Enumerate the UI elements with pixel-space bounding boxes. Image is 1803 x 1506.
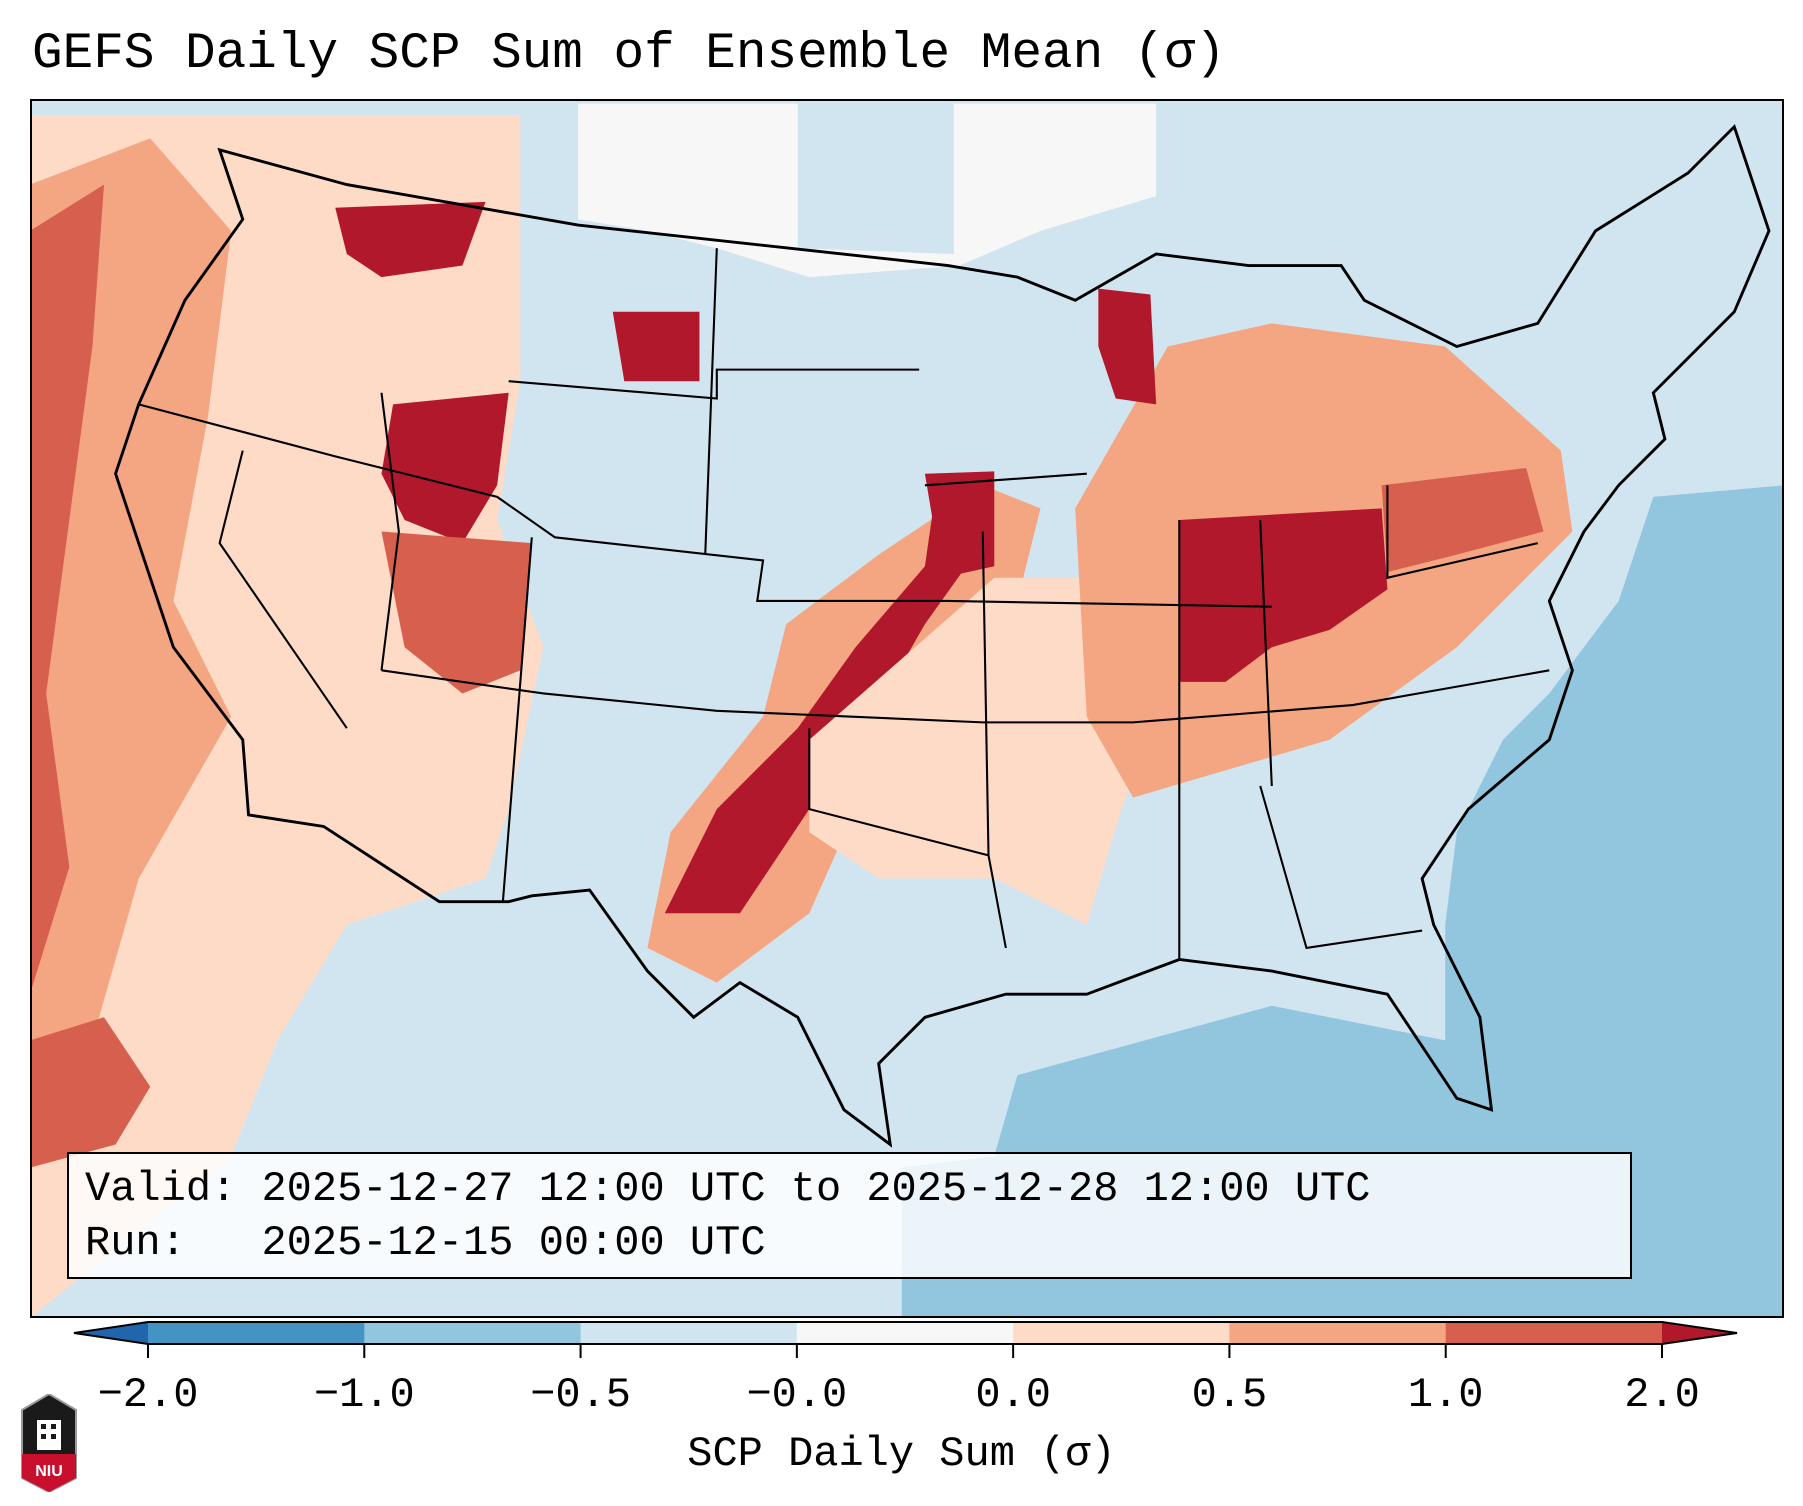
run-value: 2025-12-15 00:00 UTC xyxy=(261,1219,766,1267)
valid-label: Valid: xyxy=(85,1165,237,1213)
svg-text:NIU: NIU xyxy=(35,1463,63,1480)
field-west-coast-high xyxy=(30,184,104,995)
colorbar-bin xyxy=(364,1322,582,1344)
map-heatmap xyxy=(30,99,1784,1318)
field-plains-high xyxy=(664,479,995,914)
colorbar-tick-label: −2.0 xyxy=(98,1371,199,1419)
field-iowa-high xyxy=(924,471,995,578)
conus-outline xyxy=(114,124,1771,1148)
field-michigan-high xyxy=(1098,288,1157,405)
field-ohio-high xyxy=(1179,508,1388,682)
colorbar-tick-label: 1.0 xyxy=(1408,1371,1484,1419)
field-south-central-light xyxy=(809,577,1157,925)
colorbar-bin xyxy=(796,1322,1014,1344)
valid-run-info-box: Valid: 2025-12-27 12:00 UTC to 2025-12-2… xyxy=(67,1152,1632,1279)
colorbar-label: SCP Daily Sum (σ) xyxy=(687,1430,1116,1478)
field-montana-high xyxy=(612,311,700,382)
valid-value: 2025-12-27 12:00 UTC to 2025-12-28 12:00… xyxy=(261,1165,1371,1213)
colorbar-bin xyxy=(1445,1322,1663,1344)
colorbar: −2.0 −1.0 −0.5 −0.0 0.0 0.5 1.0 2.0 xyxy=(73,1321,1738,1419)
chart-title: GEFS Daily SCP Sum of Ensemble Mean (σ) xyxy=(32,26,1226,83)
state-lines xyxy=(138,248,1550,960)
colorbar-tick-label: 0.0 xyxy=(975,1371,1051,1419)
colorbar-extend-high xyxy=(1662,1322,1737,1344)
field-neutral-north xyxy=(578,103,1157,278)
field-penn-high xyxy=(1381,467,1544,573)
colorbar-tick-label: 0.5 xyxy=(1192,1371,1268,1419)
field-baja-high xyxy=(30,1017,151,1168)
field-utah-mid xyxy=(381,531,532,694)
colorbar-bin xyxy=(1013,1322,1230,1344)
field-idaho-high xyxy=(381,392,509,544)
niu-logo: NIU xyxy=(21,1394,77,1492)
colorbar-tick-label: −0.0 xyxy=(746,1371,847,1419)
colorbar-extend-low xyxy=(74,1322,148,1344)
colorbar-bin xyxy=(148,1322,365,1344)
colorbar-bin xyxy=(1229,1322,1447,1344)
colorbar-tick-label: −0.5 xyxy=(530,1371,631,1419)
run-label: Run: xyxy=(85,1219,186,1267)
colorbar-tick-label: −1.0 xyxy=(314,1371,415,1419)
field-nw-high xyxy=(335,201,486,278)
colorbar-bin xyxy=(580,1322,798,1344)
colorbar-tick-label: 2.0 xyxy=(1624,1371,1700,1419)
